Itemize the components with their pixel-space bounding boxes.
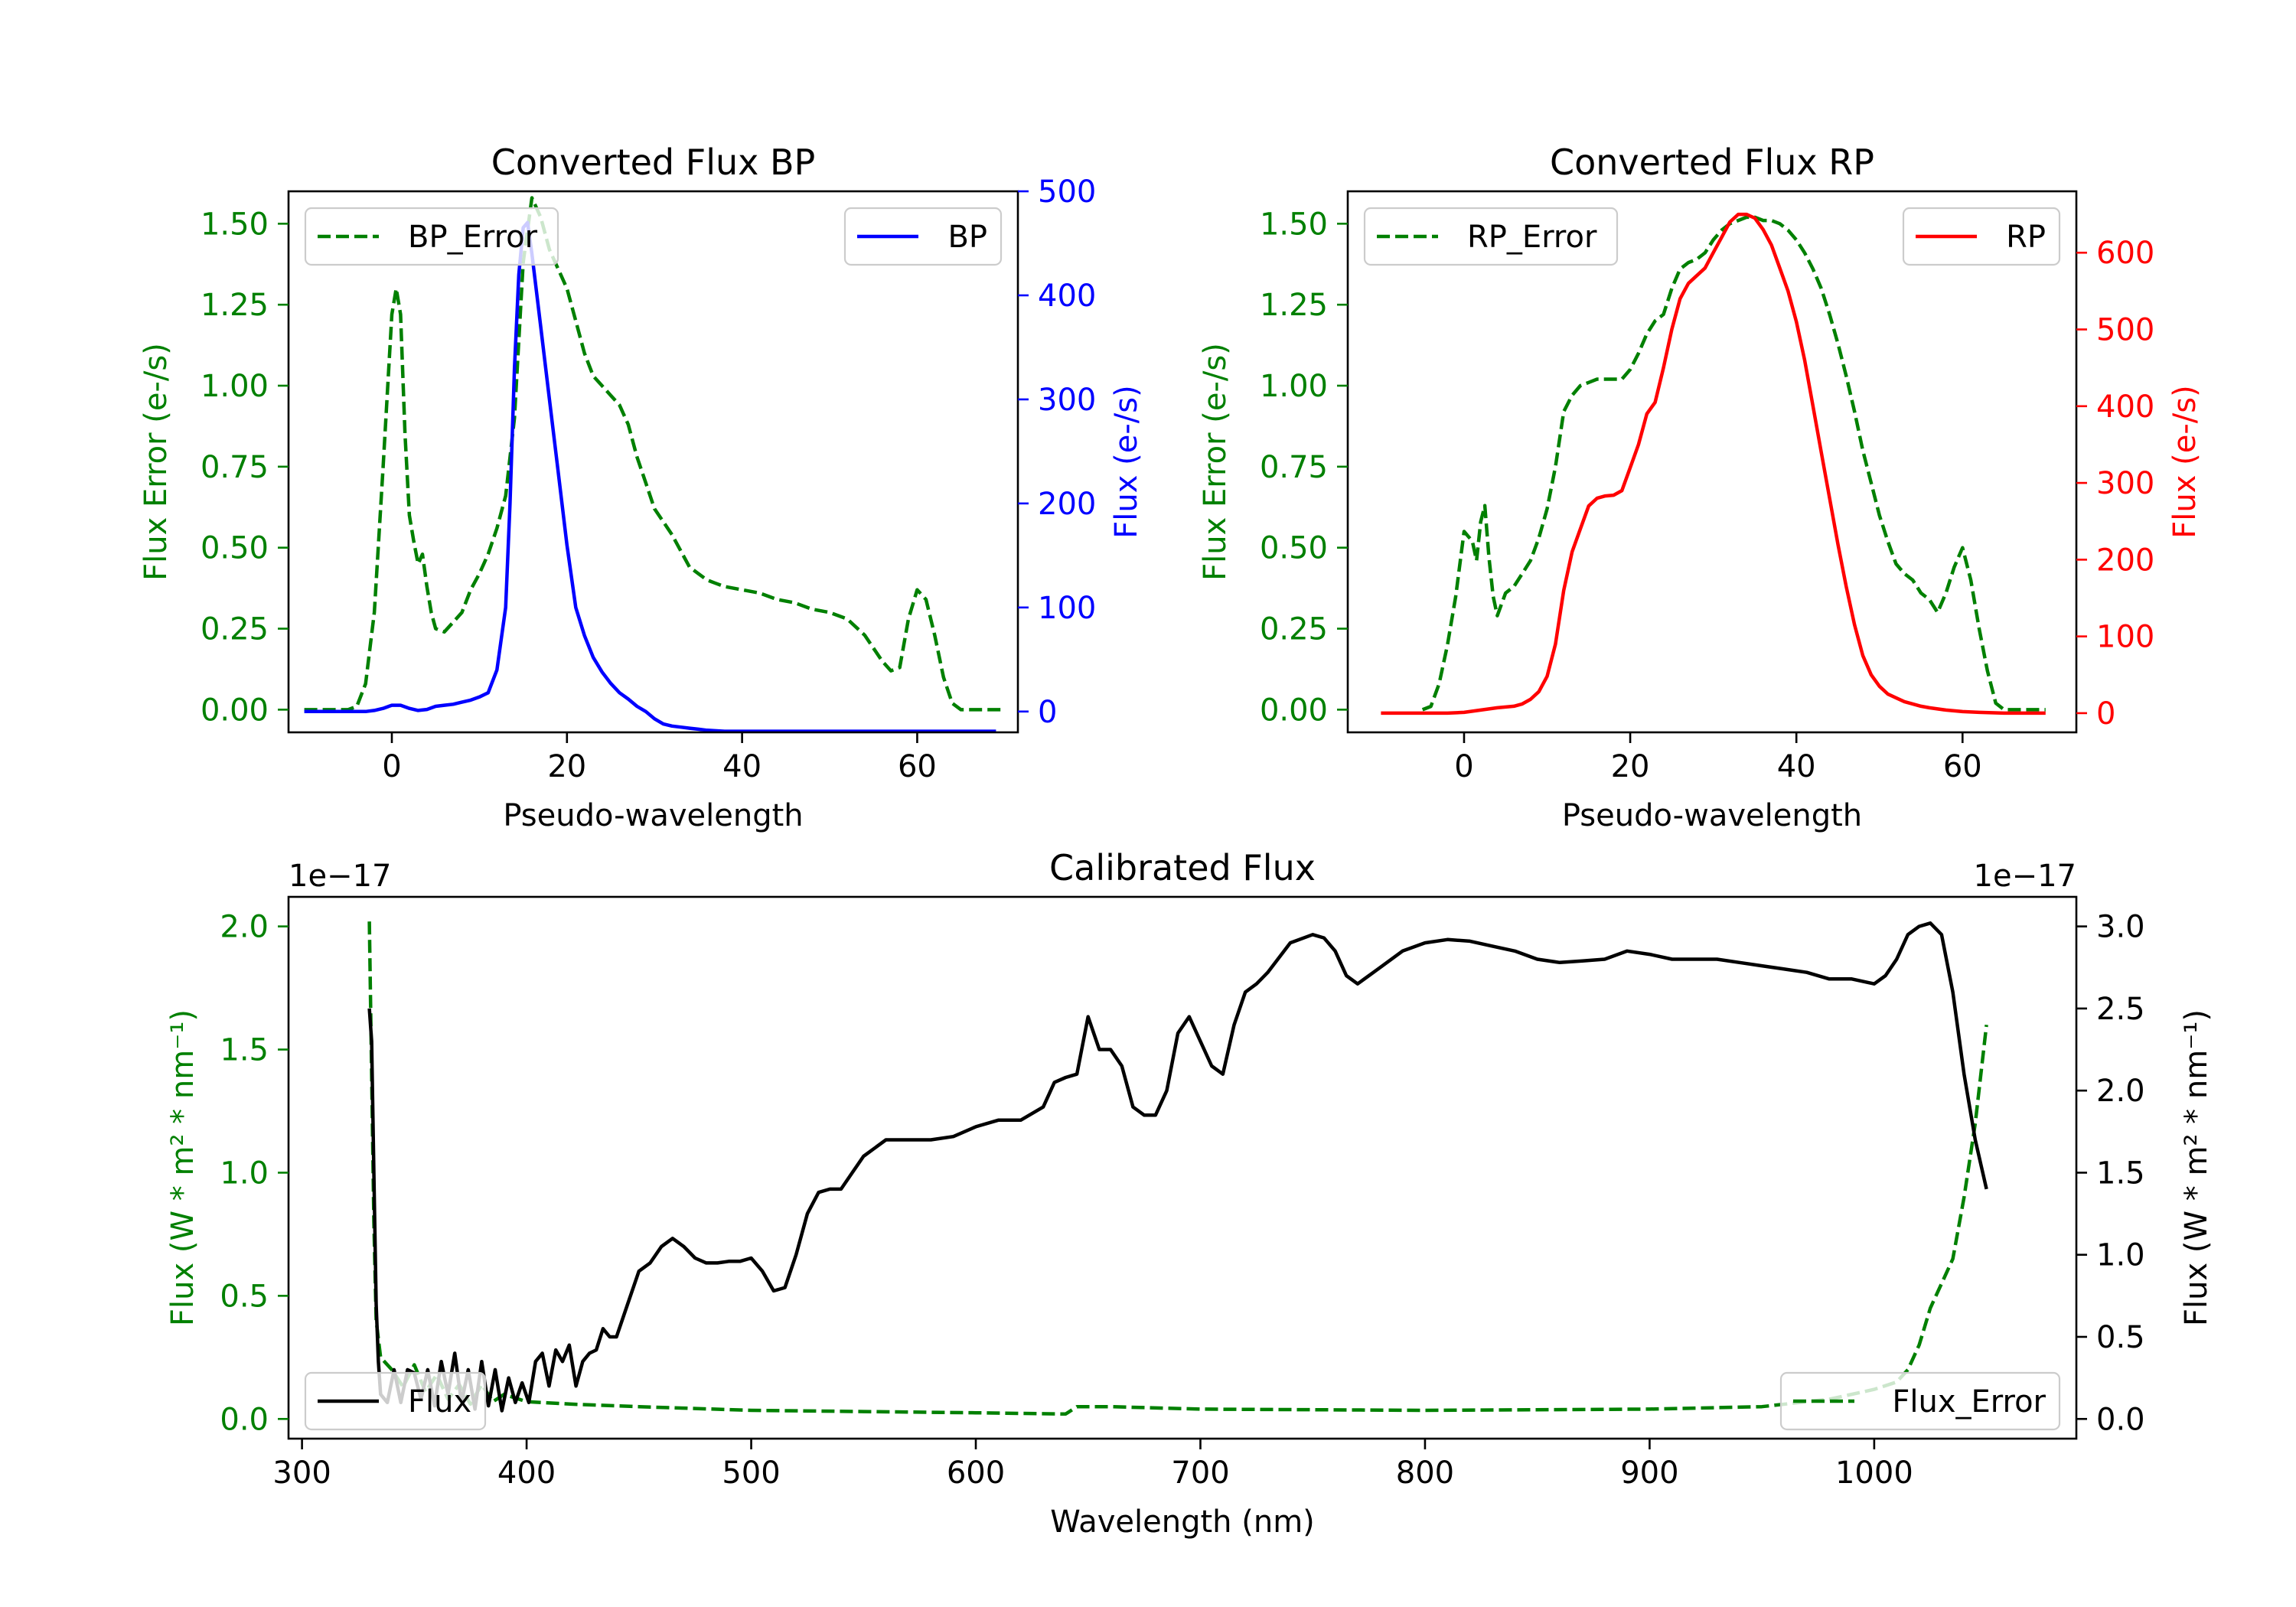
- x-tick-label: 800: [1396, 1455, 1454, 1491]
- legend-left-label: RP_Error: [1467, 220, 1597, 255]
- y-left-tick-label: 1.00: [201, 369, 269, 404]
- y-left-tick-label: 0.5: [220, 1279, 269, 1314]
- x-tick-label: 0: [1454, 749, 1473, 784]
- y-left-tick-label: 1.25: [201, 288, 269, 323]
- y-right-axis-label: Flux (e-/s): [2167, 385, 2203, 538]
- y-right-tick-label: 100: [2096, 620, 2154, 655]
- plot-frame: [287, 190, 1019, 734]
- series-line-rp: [1381, 212, 2046, 715]
- y-left-tick-label: 0.50: [1260, 531, 1328, 566]
- legend-left-box: [304, 1371, 487, 1431]
- y-right-tick-label: 2.5: [2096, 992, 2145, 1027]
- y-left-tick-label: 1.50: [201, 207, 269, 242]
- plot-frame: [287, 895, 2078, 1440]
- series-line-rp-error: [1421, 215, 2046, 712]
- y-left-tick-label: 0.00: [1260, 693, 1328, 728]
- legend-left-box: [1363, 207, 1619, 266]
- x-tick-label: 0: [382, 749, 401, 784]
- y-left-axis-label: Flux (W * m² * nm⁻¹): [165, 1009, 201, 1326]
- y-left-tick-label: 0.75: [201, 450, 269, 485]
- y-right-axis-label: Flux (W * m² * nm⁻¹): [2179, 1009, 2214, 1326]
- y-left-axis-label: Flux Error (e-/s): [139, 343, 174, 581]
- x-tick-label: 400: [497, 1455, 556, 1491]
- legend-right-box: [1779, 1371, 2061, 1431]
- chart-converted-flux-bp: Converted Flux BP 0 20 40 60 Pseudo-wavelengt…: [139, 142, 1144, 833]
- y-left-tick-label: 0.25: [1260, 612, 1328, 647]
- x-tick-label: 600: [947, 1455, 1005, 1491]
- x-tick-label: 60: [898, 749, 937, 784]
- legend-right-label: RP: [2006, 220, 2046, 255]
- x-tick-label: 700: [1171, 1455, 1229, 1491]
- x-tick-label: 900: [1620, 1455, 1678, 1491]
- y-right-tick-label: 100: [1038, 591, 1096, 626]
- y-right-tick-label: 400: [2096, 390, 2154, 425]
- series-line-bp: [304, 220, 996, 732]
- x-axis-label: Wavelength (nm): [1050, 1504, 1315, 1540]
- y-left-tick-label: 1.50: [1260, 207, 1328, 242]
- x-tick-label: 60: [1943, 749, 1982, 784]
- y-right-tick-label: 300: [1038, 383, 1096, 418]
- chart-title: Calibrated Flux: [1049, 847, 1316, 888]
- series-line-flux: [367, 921, 1988, 1413]
- y-right-tick-label: 200: [1038, 487, 1096, 522]
- y-right-axis-label: Flux (e-/s): [1109, 385, 1144, 538]
- y-right-tick-label: 400: [1038, 279, 1096, 314]
- y-left-tick-label: 0.0: [220, 1402, 269, 1437]
- y-left-offset-text: 1e−17: [289, 859, 391, 894]
- x-tick-label: 1000: [1835, 1455, 1913, 1491]
- y-left-tick-label: 0.25: [201, 612, 269, 647]
- y-right-offset-text: 1e−17: [1974, 859, 2076, 894]
- y-right-tick-label: 0: [1038, 695, 1057, 730]
- chart-converted-flux-rp: Converted Flux RP 0 20 40 60 Pseudo-wavelengt…: [1198, 142, 2203, 833]
- x-axis-label: Pseudo-wavelength: [503, 798, 803, 833]
- y-right-tick-label: 300: [2096, 466, 2154, 501]
- x-tick-label: 40: [722, 749, 762, 784]
- x-tick-label: 20: [1611, 749, 1650, 784]
- y-left-axis-label: Flux Error (e-/s): [1198, 343, 1233, 581]
- legend-right-label: BP: [947, 220, 987, 255]
- y-right-tick-label: 0: [2096, 696, 2115, 732]
- y-right-tick-label: 500: [2096, 313, 2154, 348]
- chart-calibrated-flux: Calibrated Flux 300 400 500 600 700 800 900 1000…: [165, 847, 2214, 1540]
- y-right-tick-label: 600: [2096, 236, 2154, 271]
- y-right-tick-label: 500: [1038, 174, 1096, 210]
- y-right-tick-label: 1.5: [2096, 1156, 2145, 1191]
- y-right-tick-label: 3.0: [2096, 910, 2145, 945]
- legend-left-label: Flux: [408, 1384, 471, 1420]
- y-left-tick-label: 0.00: [201, 693, 269, 728]
- legend-right-box: [843, 207, 1003, 266]
- x-tick-label: 500: [722, 1455, 780, 1491]
- y-left-tick-label: 0.50: [201, 531, 269, 566]
- series-line-bp-error: [304, 196, 1005, 712]
- y-right-tick-label: 0.0: [2096, 1402, 2145, 1437]
- chart-title: Converted Flux BP: [491, 142, 816, 183]
- legend-right-label: Flux_Error: [1892, 1384, 2046, 1420]
- y-left-tick-label: 2.0: [220, 910, 269, 945]
- y-right-tick-label: 0.5: [2096, 1320, 2145, 1355]
- legend-left-label: BP_Error: [408, 220, 538, 255]
- x-tick-label: 300: [272, 1455, 331, 1491]
- chart-title: Converted Flux RP: [1550, 142, 1874, 183]
- x-tick-label: 40: [1777, 749, 1816, 784]
- y-left-tick-label: 1.5: [220, 1033, 269, 1068]
- legend-right-box: [1902, 207, 2061, 266]
- y-left-tick-label: 1.00: [1260, 369, 1328, 404]
- y-right-tick-label: 2.0: [2096, 1074, 2145, 1109]
- x-axis-label: Pseudo-wavelength: [1562, 798, 1862, 833]
- y-left-tick-label: 0.75: [1260, 450, 1328, 485]
- y-left-tick-label: 1.25: [1260, 288, 1328, 323]
- y-left-tick-label: 1.0: [220, 1156, 269, 1191]
- x-tick-label: 20: [547, 749, 586, 784]
- y-right-tick-label: 1.0: [2096, 1238, 2145, 1273]
- y-right-tick-label: 200: [2096, 543, 2154, 578]
- legend-left-box: [304, 207, 559, 266]
- plot-frame: [1346, 190, 2078, 734]
